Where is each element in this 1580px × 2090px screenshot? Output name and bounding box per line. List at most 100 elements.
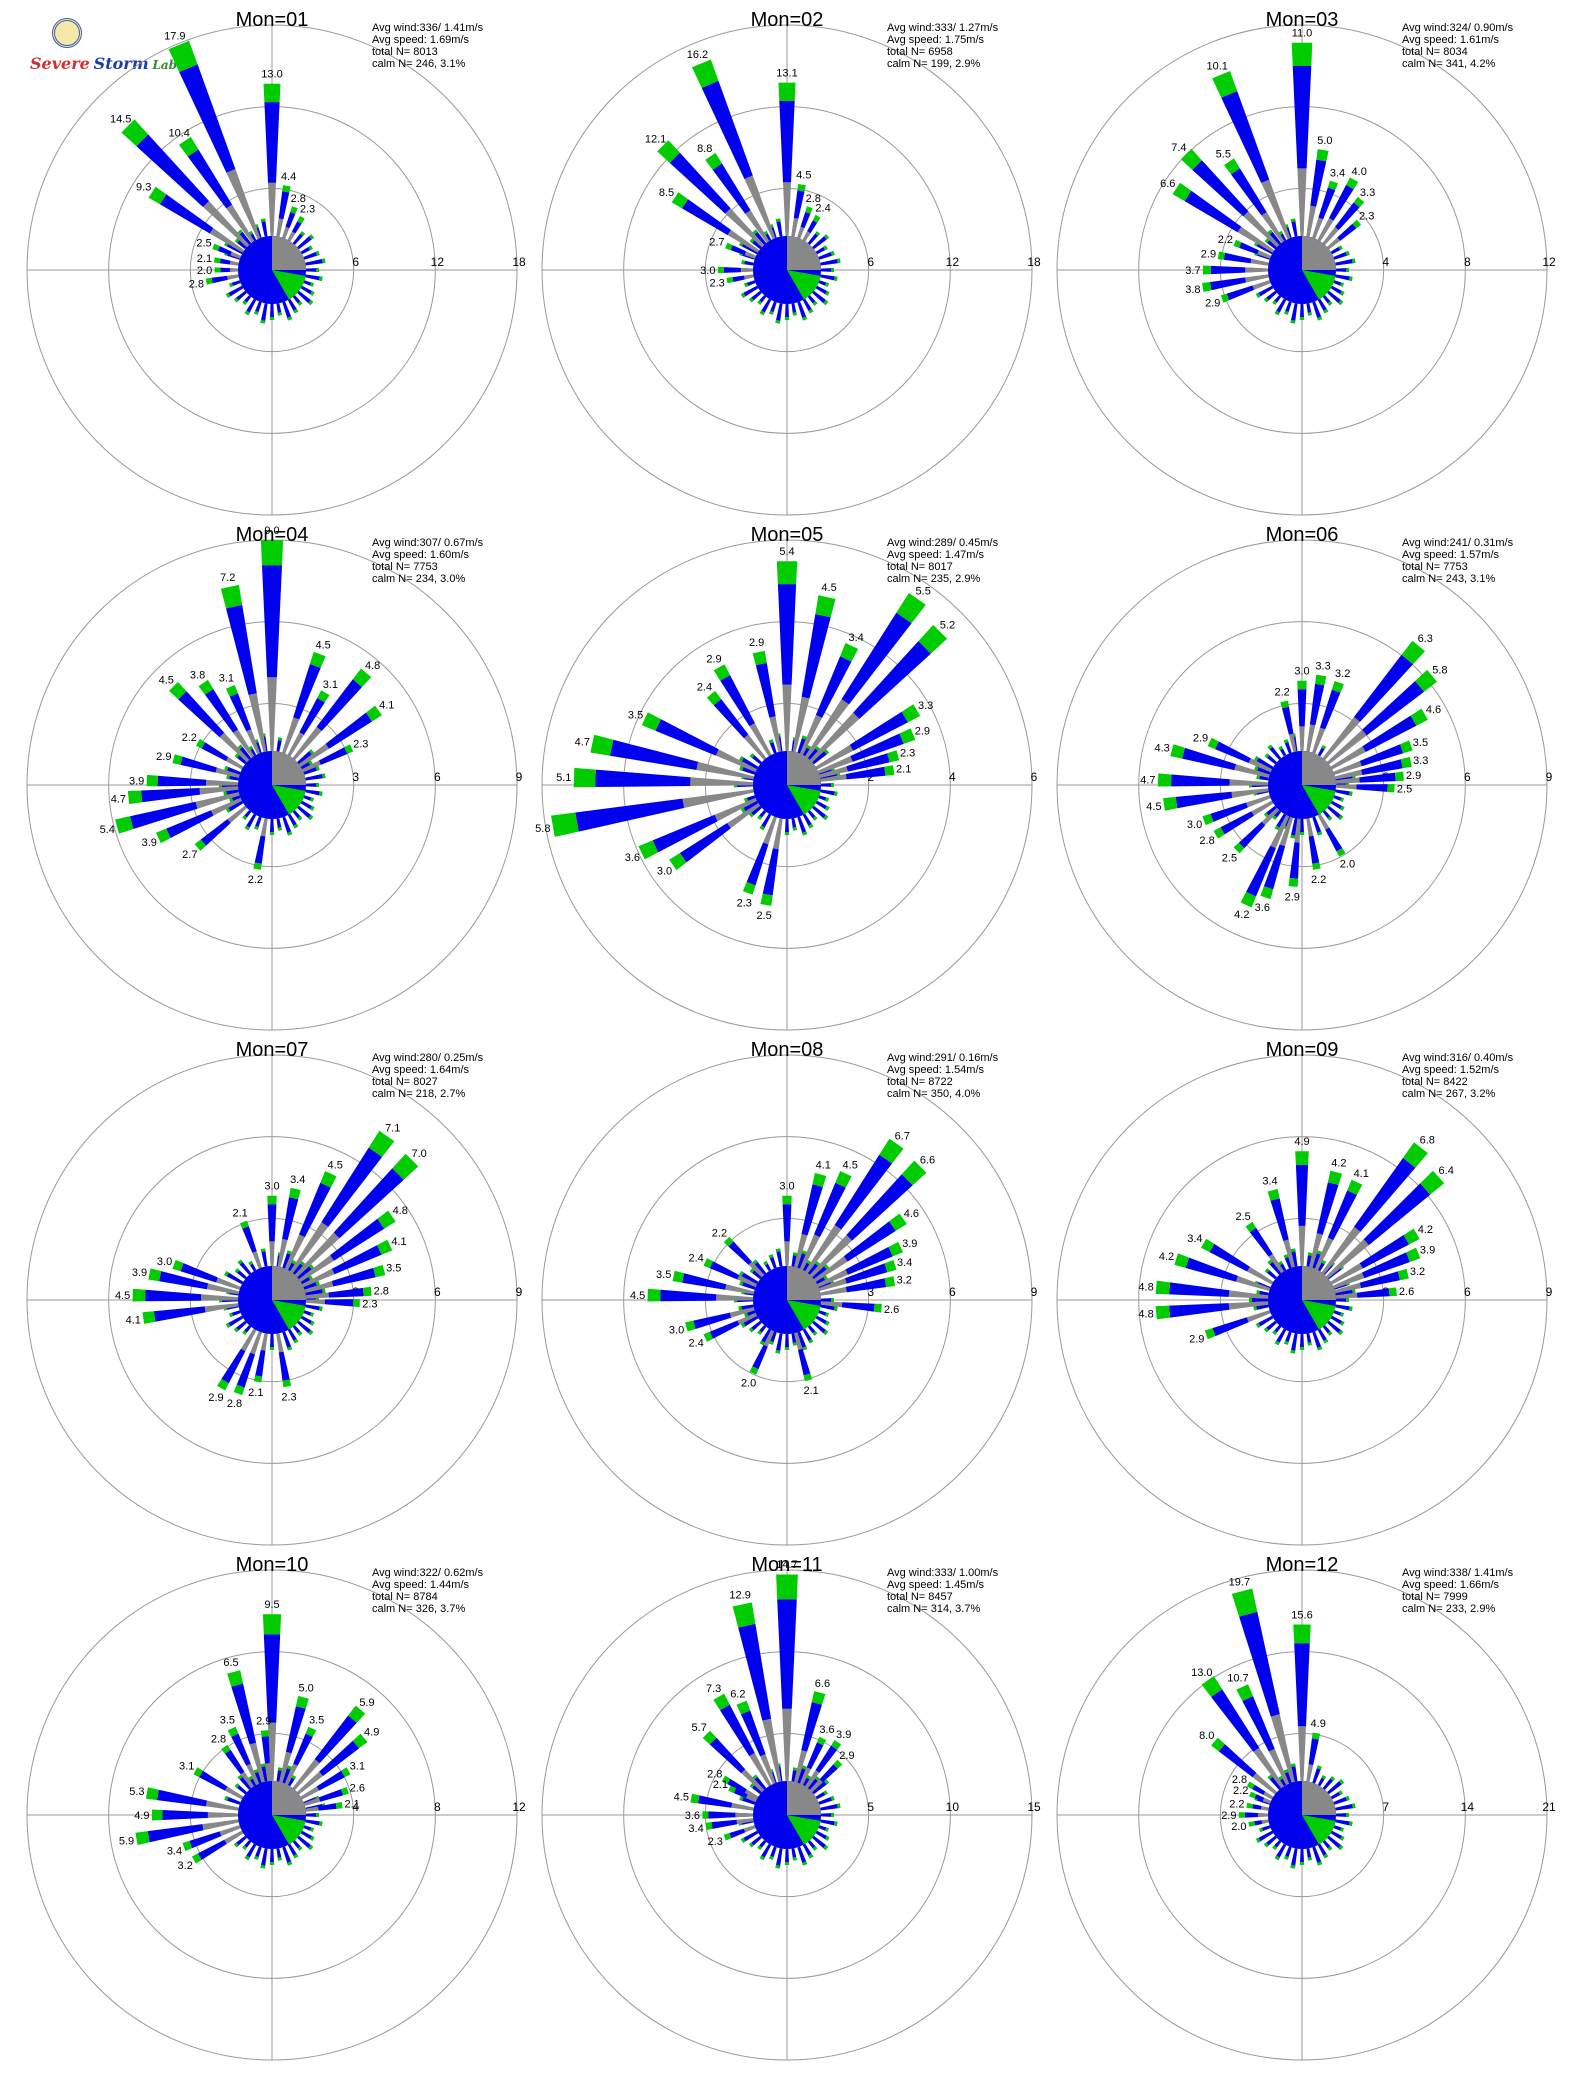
petal-high xyxy=(215,767,240,778)
petal-label: 4.8 xyxy=(1138,1281,1153,1293)
petal-mid xyxy=(814,1182,846,1238)
petal-mid xyxy=(1359,744,1404,767)
petal-high xyxy=(305,1292,329,1299)
base-petal-tip xyxy=(1317,316,1323,321)
petal-label: 7.2 xyxy=(220,572,235,584)
petal-mid xyxy=(1359,1271,1400,1289)
ring-label: 18 xyxy=(1027,255,1041,269)
ring-label: 9 xyxy=(1031,1285,1038,1299)
wind-rose-8: 3 6 9 6.7 6.6 4.1 4.5 3.0 4.6 3.9 3.4 3.2 2.6 2.2 2.4 3… xyxy=(541,1039,1038,1546)
petal-mid xyxy=(1308,835,1320,864)
base-petal-tip xyxy=(784,832,790,835)
petal-label: 2.3 xyxy=(353,739,368,751)
base-petal-tip xyxy=(287,1346,293,1351)
base-petal-tip xyxy=(316,268,319,272)
base-petal-tip xyxy=(308,245,313,251)
petal-low xyxy=(135,1831,150,1845)
ring-label: 6 xyxy=(1464,770,1471,784)
petal-high xyxy=(230,251,242,259)
base-petal-tip xyxy=(1316,1250,1322,1255)
petal-high xyxy=(1317,218,1334,242)
base-petal-tip xyxy=(1338,1790,1343,1796)
petal-high xyxy=(744,175,776,240)
petal-low xyxy=(1203,265,1211,275)
base-petal-tip xyxy=(1340,1320,1345,1326)
petal-high xyxy=(1322,226,1339,245)
base-petal-tip xyxy=(1256,1290,1260,1295)
petal-low xyxy=(317,690,330,703)
calm-hub-sector xyxy=(787,236,821,270)
petal-low xyxy=(148,186,167,205)
petal-label: 2.8 xyxy=(227,1398,242,1410)
base-petal xyxy=(224,1271,244,1285)
base-petal-tip xyxy=(801,735,807,740)
base-petal-tip xyxy=(254,825,259,830)
petal-low xyxy=(685,1320,696,1332)
base-petal-tip xyxy=(260,319,266,324)
petal-high xyxy=(690,777,754,786)
petal-high xyxy=(216,1277,241,1290)
petal-label: 3.5 xyxy=(386,1262,401,1274)
base-petal-tip xyxy=(1317,831,1323,836)
petal-label: 4.8 xyxy=(365,660,380,672)
base-petal-tip xyxy=(1290,218,1296,223)
base-petal-tip xyxy=(1278,746,1283,751)
base-petal-tip xyxy=(308,1329,314,1336)
base-petal-tip xyxy=(315,250,320,256)
base-petal-tip xyxy=(1307,1342,1312,1346)
petal-label: 2.9 xyxy=(208,1392,223,1404)
petal-low xyxy=(647,1288,661,1302)
petal-label: 3.9 xyxy=(129,775,144,787)
petal-mid xyxy=(712,163,751,214)
base-petal xyxy=(812,1264,829,1280)
base-petal xyxy=(305,773,326,781)
petal-low xyxy=(713,1693,730,1711)
base-petal xyxy=(1299,1849,1305,1865)
petal-high xyxy=(229,268,238,272)
petal-low xyxy=(1406,1247,1421,1262)
base-petal-tip xyxy=(242,815,247,820)
base-petal-tip xyxy=(318,1306,323,1311)
petal-label: 2.4 xyxy=(688,1253,703,1265)
petal-low xyxy=(752,650,767,666)
petal-high xyxy=(205,1800,239,1811)
calm-hub-sector-low xyxy=(1302,1300,1336,1330)
base-petal xyxy=(820,1304,838,1311)
petal-label: 4.0 xyxy=(1352,166,1367,178)
petal-high xyxy=(763,816,777,845)
base-petal-tip xyxy=(237,1259,243,1265)
petal-low xyxy=(690,1793,700,1804)
petal-low xyxy=(121,119,149,147)
petal-low xyxy=(1311,1732,1321,1740)
petal-mid xyxy=(841,612,912,705)
petal-label: 2.9 xyxy=(1189,1333,1204,1345)
petal-high xyxy=(1229,779,1269,786)
petal-mid xyxy=(180,1263,218,1283)
base-petal-tip xyxy=(749,1842,754,1848)
base-petal-tip xyxy=(825,1320,830,1326)
petal-low xyxy=(196,738,206,749)
base-petal-tip xyxy=(749,753,755,759)
petal-high xyxy=(1247,1266,1274,1285)
base-petal-tip xyxy=(297,301,303,306)
petal-high xyxy=(252,1251,262,1269)
petal-mid xyxy=(1270,1198,1289,1241)
petal-label: 7.1 xyxy=(385,1123,400,1135)
petal-low xyxy=(1202,813,1214,826)
petal-mid xyxy=(1182,747,1236,771)
petal-low xyxy=(702,1730,717,1745)
base-petal xyxy=(1335,789,1353,796)
info-avg-speed: Avg speed: 1.64m/s xyxy=(372,1064,470,1076)
petal-label: 17.9 xyxy=(164,30,185,42)
base-petal xyxy=(791,1252,798,1267)
petal-high xyxy=(800,714,823,755)
petal-high xyxy=(287,231,296,242)
base-petal-tip xyxy=(234,297,239,303)
petal-mid xyxy=(267,1204,277,1242)
petal-mid xyxy=(1335,202,1360,230)
base-petal-tip xyxy=(739,1795,744,1801)
petal-label: 4.9 xyxy=(134,1810,149,1822)
petal-high xyxy=(298,1255,334,1282)
base-petal xyxy=(818,250,835,260)
base-petal-tip xyxy=(815,231,820,236)
